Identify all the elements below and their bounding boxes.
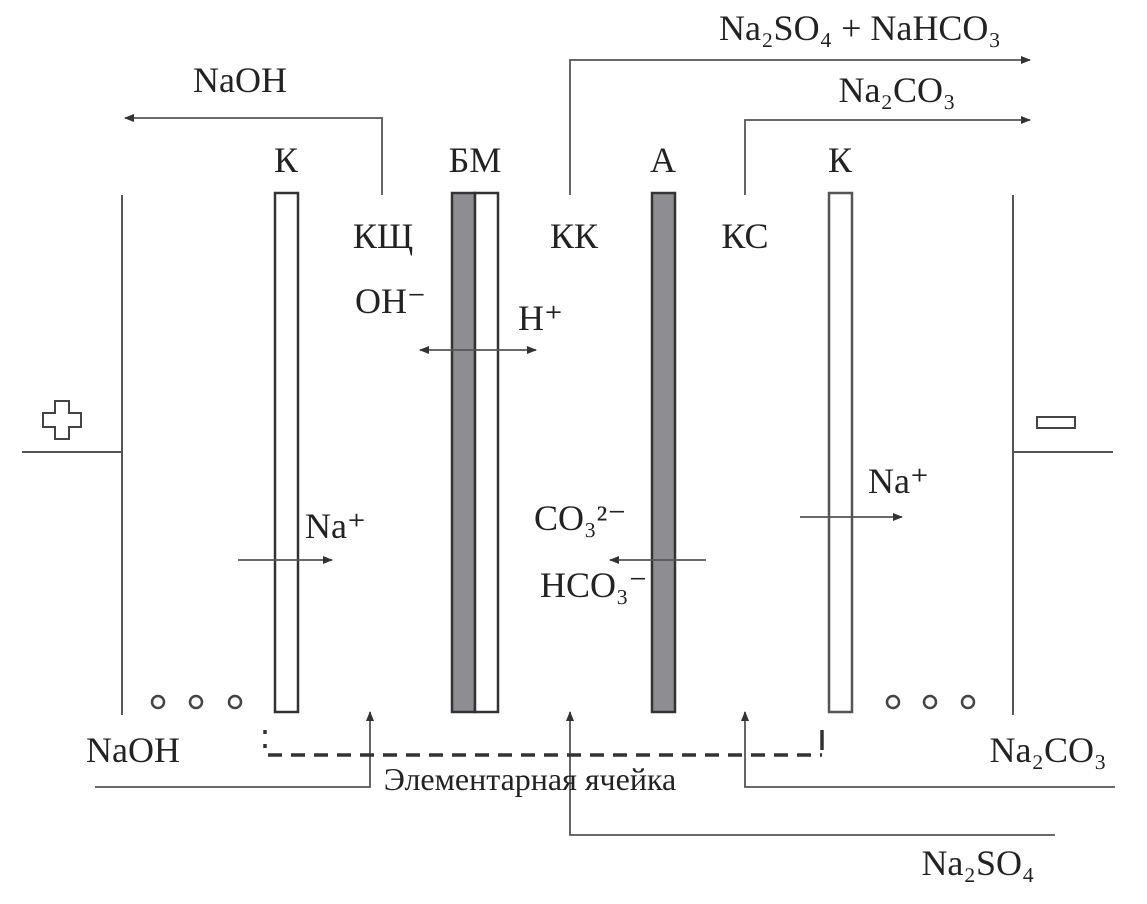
membrane-a-label: А <box>650 140 676 180</box>
input-naoh-label: NaOH <box>86 730 180 770</box>
membrane-a <box>650 191 677 714</box>
elementary-cell-caption: Элементарная ячейка <box>384 761 676 797</box>
gas-bubbles <box>150 694 976 710</box>
membrane-bm-label: БМ <box>449 140 502 180</box>
na2co3-input-line <box>741 711 1115 788</box>
membrane-k-right <box>827 191 854 714</box>
output-na2co3-label: Na₂CO₃ <box>838 70 955 110</box>
input-na2so4-label: Na₂SO₄ <box>921 843 1034 883</box>
ion-oh-label: OH⁻ <box>355 281 426 321</box>
minus-icon <box>1036 416 1076 429</box>
ion-na-left-label: Na⁺ <box>305 506 366 546</box>
ion-h-label: H⁺ <box>518 298 563 338</box>
concentrate-output-line <box>569 56 1031 195</box>
membrane-k-left <box>273 191 300 714</box>
chamber-alkali-label: КЩ <box>353 216 413 256</box>
na2so4-input-line <box>566 711 1055 836</box>
membrane-k-right-label: К <box>828 140 853 180</box>
ion-hco3-label: HCO₃⁻ <box>540 565 648 605</box>
elementary-cell-bracket <box>263 730 824 757</box>
ion-co3-label: CO₃²⁻ <box>534 498 626 538</box>
membrane-k-left-label: К <box>274 140 299 180</box>
membrane-bm-cation-layer <box>473 191 500 714</box>
na2co3-output-line <box>744 116 1031 195</box>
naoh-output-line <box>124 114 383 195</box>
membrane-bm-anion-layer <box>450 191 477 714</box>
input-na2co3-label: Na₂CO₃ <box>989 730 1106 770</box>
output-na2so4-nahco3-label: Na₂SO₄ + NaHCO₃ <box>719 8 1001 48</box>
naoh-input-line <box>95 711 374 788</box>
output-naoh-label: NaOH <box>193 60 287 100</box>
chamber-concentrate-label: КК <box>550 216 599 256</box>
chamber-salt-label: КС <box>721 216 768 256</box>
ion-na-right-label: Na⁺ <box>868 461 929 501</box>
plus-icon <box>42 400 82 440</box>
